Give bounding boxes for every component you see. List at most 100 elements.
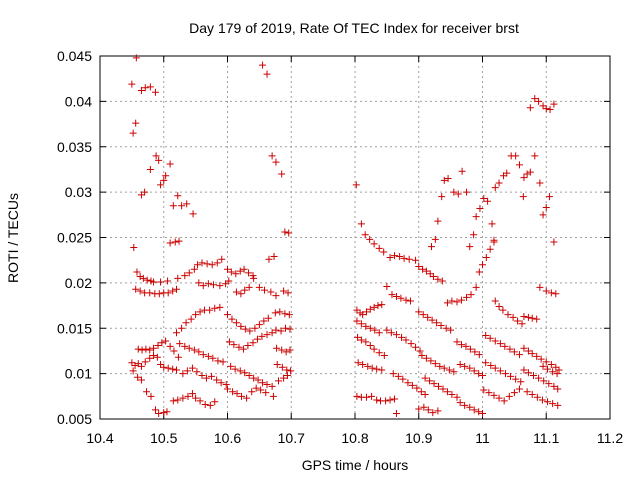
data-point — [192, 311, 200, 319]
data-point — [276, 308, 284, 316]
data-point — [129, 367, 137, 375]
data-point — [173, 329, 180, 337]
data-point — [553, 370, 561, 378]
data-point — [196, 308, 204, 316]
data-point — [136, 273, 144, 281]
data-point — [361, 231, 369, 239]
data-point — [392, 331, 400, 339]
data-point — [431, 235, 439, 243]
data-point — [255, 321, 263, 329]
data-point — [138, 346, 146, 354]
data-point — [278, 363, 286, 371]
data-point — [518, 320, 526, 328]
data-point — [352, 181, 360, 189]
data-point — [225, 338, 233, 346]
data-point — [162, 337, 170, 345]
data-point — [382, 397, 390, 405]
data-point — [503, 169, 511, 177]
data-point — [545, 380, 553, 388]
data-point — [430, 380, 438, 388]
data-point — [550, 100, 558, 108]
data-point — [480, 386, 488, 394]
data-point — [137, 86, 145, 94]
data-point — [405, 255, 413, 263]
data-point — [429, 409, 437, 417]
data-point — [160, 176, 168, 184]
data-point — [192, 394, 200, 402]
data-point — [554, 401, 562, 409]
data-point — [520, 366, 528, 374]
y-axis-label: ROTI / TECUs — [5, 193, 21, 283]
data-point — [184, 392, 192, 400]
data-point — [404, 379, 412, 387]
data-point — [520, 174, 528, 182]
data-point — [506, 345, 514, 353]
data-point — [495, 394, 503, 402]
data-point — [169, 365, 177, 373]
data-point — [217, 379, 225, 387]
data-point — [491, 364, 499, 372]
data-point — [250, 374, 258, 382]
data-point — [434, 275, 442, 283]
data-point — [260, 317, 268, 325]
data-point — [549, 400, 557, 408]
data-point — [445, 366, 453, 374]
data-point — [236, 367, 244, 375]
data-point — [139, 274, 147, 282]
data-point — [187, 315, 195, 323]
data-point — [433, 319, 441, 327]
data-point — [526, 168, 534, 176]
data-point — [374, 302, 382, 310]
data-point — [250, 274, 258, 282]
data-point — [536, 283, 544, 291]
data-point — [536, 179, 544, 187]
data-point — [190, 346, 198, 354]
data-point — [280, 374, 288, 382]
data-point — [375, 349, 383, 357]
data-point — [442, 324, 450, 332]
data-point — [282, 348, 290, 356]
data-point — [174, 274, 182, 282]
grid-lines — [100, 56, 610, 419]
data-point — [158, 339, 166, 347]
data-point — [150, 278, 158, 286]
data-point — [286, 325, 294, 333]
data-point — [380, 248, 388, 256]
data-point — [412, 343, 420, 351]
data-point — [466, 364, 474, 372]
data-point — [198, 259, 206, 267]
data-point — [434, 407, 442, 415]
data-point — [155, 290, 163, 298]
data-point — [353, 317, 361, 325]
data-point — [155, 410, 163, 418]
data-point — [507, 372, 515, 380]
data-point — [491, 337, 499, 345]
data-point — [272, 158, 280, 166]
data-point — [230, 341, 238, 349]
data-point — [193, 368, 201, 376]
data-point — [132, 285, 140, 293]
data-point — [216, 282, 224, 290]
data-point — [523, 388, 531, 396]
data-point — [501, 370, 509, 378]
data-point — [169, 287, 177, 295]
data-point — [151, 406, 159, 414]
data-point — [178, 202, 186, 210]
data-point — [244, 341, 252, 349]
data-point — [201, 400, 209, 408]
data-point — [461, 401, 469, 409]
data-point — [496, 340, 504, 348]
data-point — [213, 259, 221, 267]
data-point — [157, 181, 165, 189]
data-point — [535, 374, 543, 382]
data-point — [169, 202, 177, 210]
data-point — [389, 370, 397, 378]
data-point — [499, 306, 507, 314]
data-point — [466, 345, 474, 353]
data-point — [394, 372, 402, 380]
data-point — [479, 371, 486, 379]
data-point — [472, 213, 480, 221]
data-point — [287, 367, 295, 375]
data-point — [475, 268, 483, 276]
data-point — [528, 390, 536, 398]
